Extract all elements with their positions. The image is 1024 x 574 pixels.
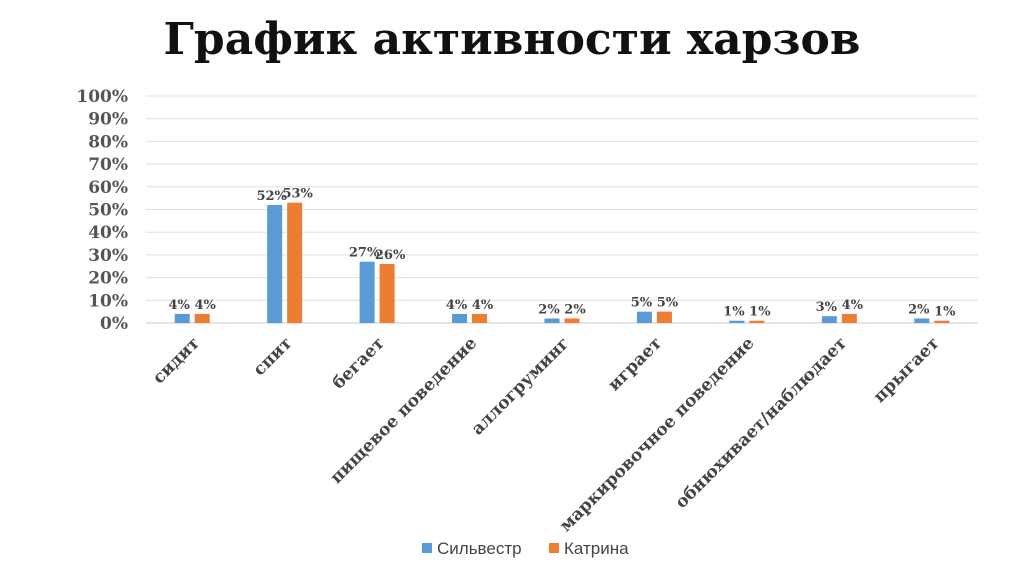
bar-silvestr: [452, 313, 468, 323]
x-category-label: бегает: [329, 333, 389, 393]
data-label: 1%: [749, 305, 771, 320]
bars: [174, 202, 950, 323]
bar-silvestr: [544, 318, 560, 323]
legend-label: Катрина: [564, 539, 629, 558]
bar-katrina: [656, 311, 672, 323]
data-label: 4%: [195, 298, 217, 313]
y-tick-label: 10%: [88, 291, 128, 311]
data-label: 1%: [723, 305, 745, 320]
y-tick-label: 30%: [88, 246, 128, 266]
y-tick-label: 50%: [88, 201, 128, 221]
bar-katrina: [379, 263, 395, 323]
data-label: 4%: [169, 298, 191, 313]
data-label: 5%: [631, 296, 653, 311]
x-category-label: сидит: [149, 333, 204, 388]
bar-silvestr: [729, 320, 745, 323]
bar-katrina: [749, 320, 765, 323]
y-tick-label: 100%: [76, 87, 128, 107]
y-tick-label: 0%: [100, 314, 128, 334]
y-tick-label: 60%: [88, 178, 128, 198]
x-category-label: играет: [604, 333, 666, 395]
data-label: 27%: [349, 246, 380, 261]
bar-katrina: [934, 320, 950, 323]
data-label: 4%: [446, 298, 468, 313]
x-category-label: обнюхивает/наблюдает: [672, 333, 851, 512]
data-label: 1%: [934, 305, 956, 320]
x-category-label: маркировочное поведение: [556, 333, 759, 536]
bar-silvestr: [821, 316, 837, 323]
bar-katrina: [194, 313, 210, 323]
data-label: 52%: [256, 189, 287, 204]
data-label: 2%: [538, 302, 560, 317]
x-category-label: пищевое поведение: [327, 333, 482, 488]
x-category-label: спит: [250, 333, 297, 380]
data-label: 26%: [375, 248, 406, 263]
bar-silvestr: [359, 261, 375, 323]
gridlines: [146, 95, 978, 324]
bar-silvestr: [174, 313, 190, 323]
y-tick-label: 80%: [88, 132, 128, 152]
data-label: 2%: [908, 302, 930, 317]
data-label: 53%: [282, 187, 313, 202]
legend-swatch: [549, 543, 559, 553]
y-tick-label: 40%: [88, 223, 128, 243]
bar-katrina: [472, 313, 488, 323]
bar-katrina: [564, 318, 580, 323]
y-tick-label: 20%: [88, 269, 128, 289]
data-labels: 4% 4% 52%53% 27%26% 4% 4% 2% 2% 5% 5% 1% 1% 3% 4% 2% 1%: [169, 187, 957, 320]
data-label: 4%: [842, 298, 864, 313]
legend: Сильвестр Катрина: [422, 539, 629, 558]
x-category-label: прыгает: [870, 333, 944, 407]
data-label: 4%: [472, 298, 494, 313]
bar-silvestr: [636, 311, 652, 323]
chart-title: График активности харзов: [163, 14, 861, 65]
x-category-label: аллогруминг: [468, 333, 574, 439]
bar-katrina: [841, 313, 857, 323]
data-label: 3%: [816, 300, 838, 315]
y-axis-ticks: 0% 10%20% 30% 40%50% 60% 70% 80%90% 100%: [76, 87, 128, 334]
data-label: 5%: [657, 296, 679, 311]
legend-swatch: [422, 543, 432, 553]
bar-silvestr: [267, 204, 283, 323]
data-label: 2%: [564, 302, 586, 317]
y-tick-label: 70%: [88, 155, 128, 175]
legend-label: Сильвестр: [437, 539, 522, 558]
bar-silvestr: [914, 318, 930, 323]
y-tick-label: 90%: [88, 110, 128, 130]
bar-katrina: [287, 202, 303, 323]
